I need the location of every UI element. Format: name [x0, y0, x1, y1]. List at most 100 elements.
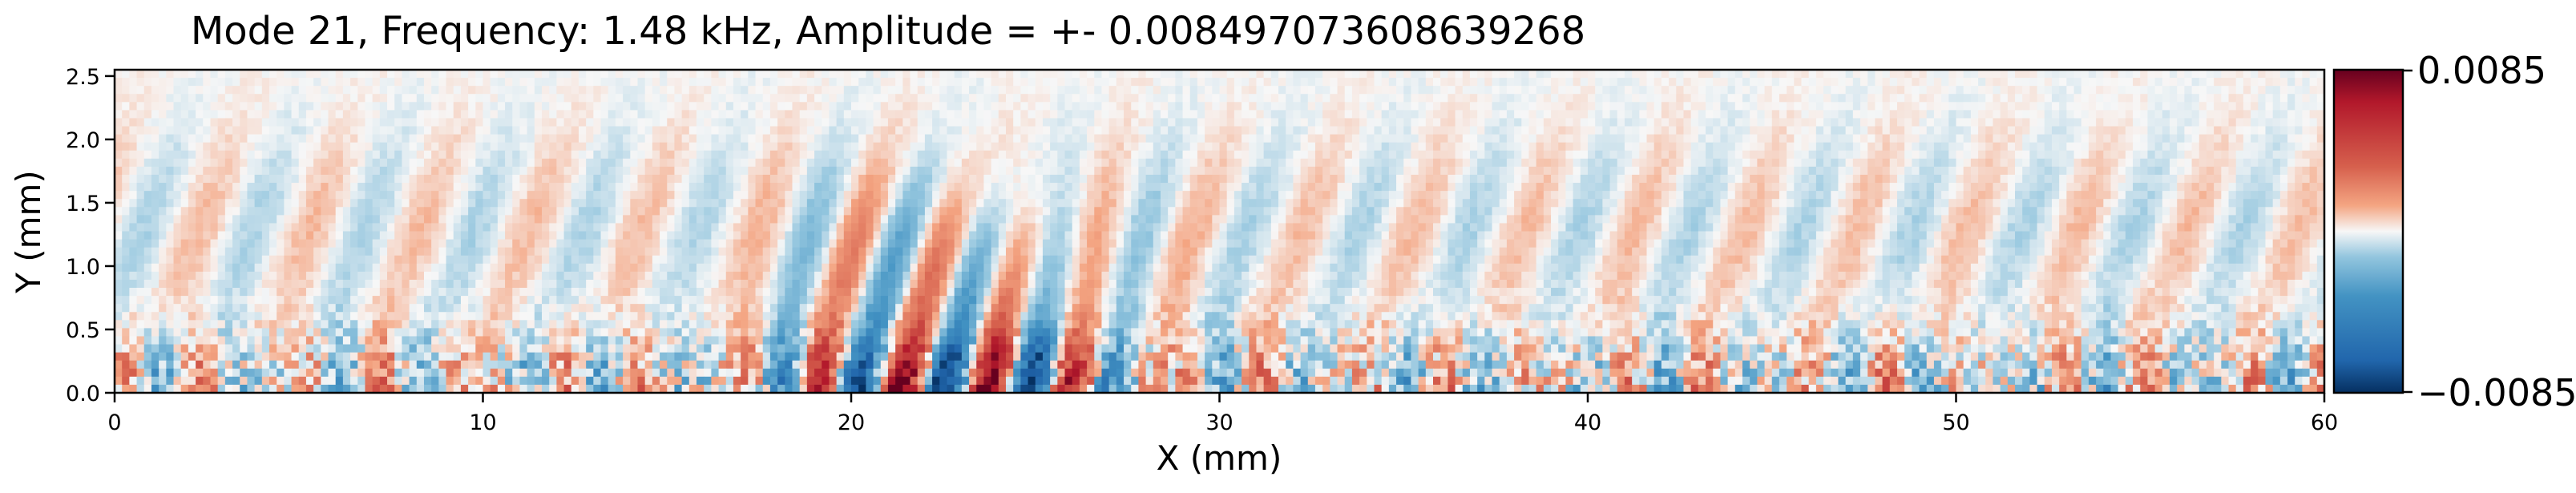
heatmap-cell	[1499, 150, 1508, 160]
heatmap-cell	[1057, 174, 1066, 184]
heatmap-cell	[1462, 150, 1471, 160]
heatmap-cell	[2022, 94, 2030, 103]
heatmap-cell	[681, 199, 690, 208]
heatmap-cell	[711, 174, 720, 184]
heatmap-cell	[887, 199, 896, 208]
heatmap-cell	[2287, 183, 2295, 192]
heatmap-cell	[1094, 191, 1103, 200]
heatmap-cell	[630, 150, 639, 160]
heatmap-cell	[1860, 142, 1868, 152]
heatmap-cell	[2316, 86, 2324, 95]
heatmap-cell	[2103, 174, 2112, 184]
heatmap-cell	[173, 142, 182, 152]
heatmap-cell	[2228, 118, 2237, 127]
heatmap-cell	[998, 134, 1007, 143]
heatmap-cell	[1661, 134, 1670, 143]
heatmap-cell	[1609, 94, 1618, 103]
heatmap-cell	[1418, 191, 1427, 200]
heatmap-cell	[1617, 134, 1625, 143]
heatmap-cell	[571, 174, 579, 184]
heatmap-cell	[2272, 158, 2281, 168]
heatmap-cell	[2316, 126, 2324, 135]
heatmap-cell	[741, 199, 749, 208]
heatmap-cell	[1698, 126, 1706, 135]
heatmap-cell	[1580, 78, 1589, 87]
heatmap-cell	[1388, 86, 1397, 95]
heatmap-cell	[1963, 70, 1972, 79]
heatmap-cell	[2133, 134, 2141, 143]
heatmap-cell	[1757, 70, 1766, 79]
heatmap-cell	[1514, 183, 1522, 192]
heatmap-cell	[1580, 183, 1589, 192]
heatmap-cell	[2029, 166, 2038, 176]
heatmap-cell	[136, 158, 145, 168]
heatmap-cell	[644, 191, 653, 200]
heatmap-cell	[409, 78, 418, 87]
heatmap-cell	[2007, 174, 2016, 184]
heatmap-cell	[822, 199, 830, 208]
heatmap-cell	[1602, 126, 1611, 135]
heatmap-cell	[1153, 118, 1161, 127]
heatmap-cell	[1469, 150, 1478, 160]
heatmap-cell	[2066, 118, 2075, 127]
heatmap-cell	[1750, 134, 1758, 143]
heatmap-cell	[1314, 102, 1323, 111]
heatmap-cell	[1720, 158, 1729, 168]
heatmap-cell	[232, 70, 240, 79]
heatmap-cell	[600, 86, 609, 95]
heatmap-cell	[1617, 86, 1625, 95]
heatmap-cell	[1543, 166, 1552, 176]
heatmap-cell	[1411, 70, 1419, 79]
heatmap-cell	[725, 110, 734, 119]
heatmap-cell	[151, 110, 159, 119]
heatmap-cell	[261, 94, 270, 103]
heatmap-cell	[1771, 158, 1780, 168]
heatmap-cell	[1035, 126, 1044, 135]
heatmap-cell	[667, 110, 676, 119]
heatmap-cell	[1646, 126, 1655, 135]
heatmap-cell	[1256, 70, 1265, 79]
heatmap-cell	[1852, 94, 1861, 103]
heatmap-cell	[188, 134, 196, 143]
heatmap-cell	[1396, 94, 1404, 103]
heatmap-cell	[527, 110, 535, 119]
heatmap-cell	[372, 118, 381, 127]
heatmap-cell	[1750, 183, 1758, 192]
heatmap-cell	[1219, 70, 1228, 79]
heatmap-cell	[704, 78, 712, 87]
heatmap-cell	[1205, 110, 1213, 119]
heatmap-cell	[1249, 118, 1258, 127]
heatmap-cell	[402, 102, 410, 111]
heatmap-cell	[1963, 110, 1972, 119]
heatmap-cell	[2081, 142, 2089, 152]
heatmap-cell	[497, 86, 506, 95]
heatmap-cell	[586, 134, 594, 143]
heatmap-cell	[1079, 150, 1088, 160]
heatmap-cell	[2221, 150, 2230, 160]
heatmap-cell	[224, 166, 233, 176]
heatmap-cell	[704, 94, 712, 103]
heatmap-cell	[1087, 86, 1095, 95]
heatmap-cell	[1565, 78, 1574, 87]
heatmap-cell	[688, 199, 697, 208]
heatmap-cell	[1521, 158, 1530, 168]
heatmap-cell	[1233, 183, 1242, 192]
heatmap-cell	[688, 174, 697, 184]
heatmap-cell	[2051, 142, 2060, 152]
heatmap-cell	[365, 150, 373, 160]
heatmap-cell	[1403, 70, 1412, 79]
heatmap-cell	[475, 158, 484, 168]
heatmap-cell	[2302, 134, 2311, 143]
heatmap-cell	[1646, 102, 1655, 111]
heatmap-cell	[446, 126, 454, 135]
heatmap-cell	[2044, 166, 2053, 176]
heatmap-cell	[578, 174, 587, 184]
heatmap-cell	[247, 191, 256, 200]
heatmap-cell	[446, 166, 454, 176]
heatmap-cell	[1411, 142, 1419, 152]
heatmap-cell	[600, 142, 609, 152]
heatmap-cell	[755, 102, 764, 111]
heatmap-cell	[2265, 110, 2274, 119]
heatmap-cell	[416, 86, 425, 95]
heatmap-cell	[129, 142, 138, 152]
